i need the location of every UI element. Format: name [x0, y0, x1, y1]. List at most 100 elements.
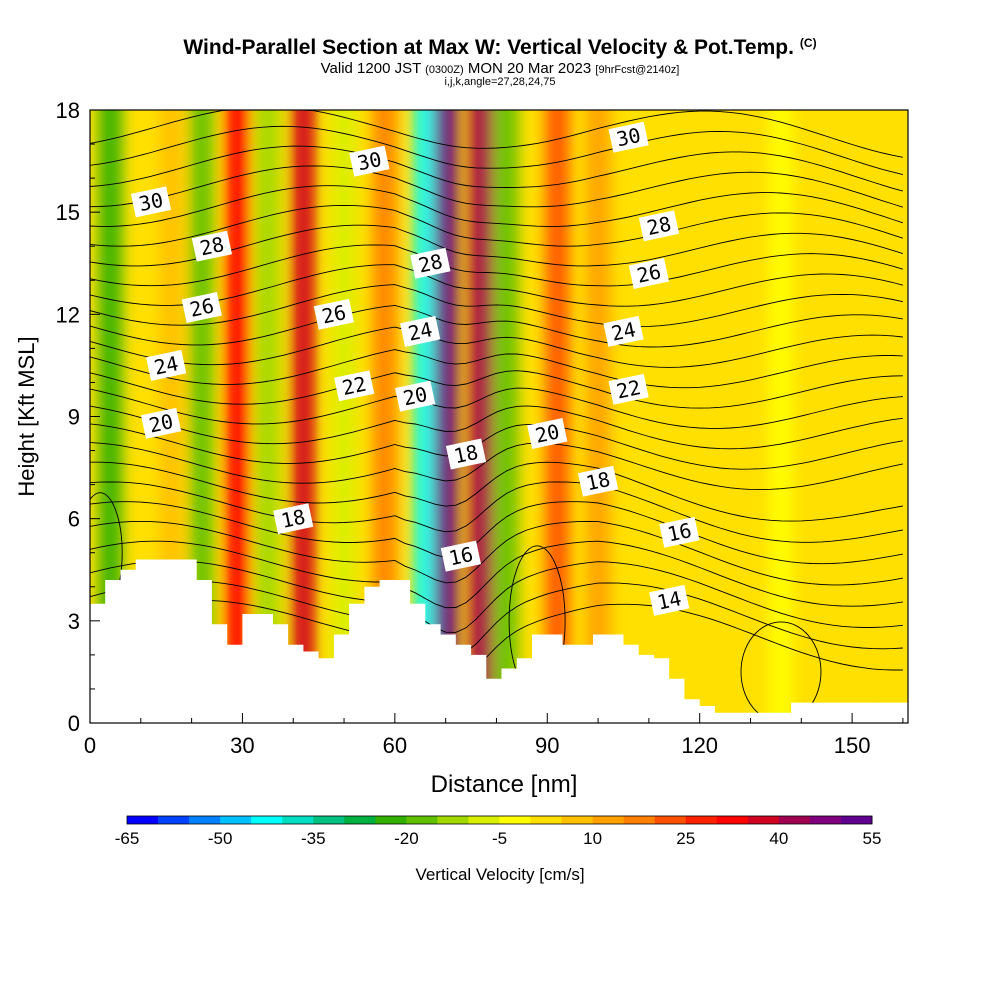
colorbar-swatch [499, 816, 532, 824]
contour-label-text: 24 [406, 317, 435, 345]
contour-label-text: 22 [340, 372, 369, 400]
colorbar-swatch [313, 816, 345, 824]
contour-label-box [527, 418, 568, 449]
contour-label: 28 [410, 247, 451, 279]
contour-label-text: 30 [137, 188, 166, 216]
x-tick-label: 0 [84, 733, 96, 758]
contour-label-box [638, 210, 680, 242]
contour-label: 14 [649, 584, 690, 616]
contour-label-text: 26 [188, 293, 217, 321]
contour-label: 30 [349, 145, 390, 177]
colorbar-swatch [189, 816, 221, 824]
colorbar-swatch [282, 816, 314, 824]
theta-contour-line [90, 442, 903, 491]
theta-contour-line [90, 185, 904, 227]
colorbar-swatch [654, 816, 687, 824]
theta-contour-line [90, 244, 904, 287]
theta-contour-line [90, 165, 904, 208]
contour-label: 16 [440, 540, 482, 572]
contour-label: 22 [334, 370, 375, 402]
chart-subtitle: Valid 1200 JST (0300Z) MON 20 Mar 2023 [… [320, 60, 680, 77]
contour-label-box [146, 349, 187, 381]
contour-label: 22 [608, 373, 649, 405]
contour-label-box [181, 292, 222, 323]
y-tick-label: 18 [56, 98, 80, 123]
contour-label-box [140, 407, 182, 439]
contour-label: 16 [659, 516, 700, 548]
contour-label-box [603, 315, 644, 347]
contour-label-box [445, 438, 487, 470]
contour-label-text: 20 [533, 419, 562, 447]
contour-label-box [628, 258, 670, 289]
velocity-column [469, 110, 494, 723]
colorbar-tick-label: 40 [769, 829, 788, 848]
contour-label: 20 [527, 418, 568, 449]
contour-label-box [400, 315, 441, 347]
contour-label: 20 [140, 407, 182, 439]
terrain-shape [90, 559, 908, 723]
colorbar: -65 -50 -35 -20 -5 10 25 40 55 Vertical Velocity … [115, 815, 882, 884]
contour-label-box [440, 540, 482, 572]
theta-contour-line [90, 326, 903, 368]
colorbar-swatch [592, 816, 625, 824]
chart-title: Wind-Parallel Section at Max W: Vertical… [183, 36, 817, 59]
colorbar-swatch [406, 816, 438, 824]
contour-label-box [649, 584, 690, 616]
colorbar-swatch [437, 816, 469, 824]
theta-contour-line [90, 520, 903, 586]
contour-label: 18 [273, 503, 314, 535]
terrain-mask [90, 559, 908, 723]
colorbar-label: Vertical Velocity [cm/s] [415, 865, 584, 884]
colorbar-tick-label: -5 [492, 829, 507, 848]
contour-label-text: 26 [635, 259, 664, 287]
contour-label: 30 [130, 186, 172, 218]
colorbar-tick-label: -50 [208, 829, 233, 848]
contour-label: 26 [628, 258, 670, 289]
contour-labels: 30 28 26 24 20 30 26 22 28 24 20 18 18 16 30 28 26 24 22 20… [130, 121, 700, 616]
contour-label: 20 [395, 380, 436, 412]
theta-contour-line [90, 501, 903, 565]
contour-label-text: 18 [279, 504, 308, 532]
colorbar-swatch [716, 816, 749, 824]
colorbar-swatch [344, 816, 376, 824]
contour-label-text: 14 [655, 586, 684, 614]
contour-label-text: 18 [452, 440, 481, 468]
contour-label-box [608, 121, 649, 153]
colorbar-swatch [623, 816, 656, 824]
contour-label-box [349, 145, 390, 177]
contour-label-text: 30 [355, 147, 384, 175]
contour-label-text: 24 [609, 317, 638, 345]
contour-label-text: 24 [152, 351, 181, 379]
colorbar-swatch [530, 816, 563, 824]
x-tick-label: 30 [230, 733, 254, 758]
contour-label: 18 [577, 465, 619, 497]
theta-contour-line [90, 405, 903, 450]
colorbar-tick-label: -20 [394, 829, 419, 848]
contour-label-box [577, 465, 619, 497]
velocity-column [768, 110, 793, 723]
x-tick-label: 150 [834, 733, 871, 758]
chart-params: i,j,k,angle=27,28,24,75 [444, 76, 556, 88]
colorbar-tick-label: -65 [115, 829, 140, 848]
colorbar-tick-label: 25 [676, 829, 695, 848]
colorbar-tick-label: 10 [583, 829, 602, 848]
contour-label-box [191, 230, 233, 262]
theta-contour-line [90, 204, 904, 247]
contour-label-text: 22 [614, 375, 643, 403]
contour-label: 28 [191, 230, 233, 262]
contour-label-box [395, 380, 436, 412]
colorbar-tick-label: 55 [863, 829, 882, 848]
velocity-column [586, 110, 611, 723]
contour-label-box [313, 298, 355, 330]
theta-contour-line [90, 370, 903, 409]
y-tick-label: 6 [68, 507, 80, 532]
velocity-column [652, 110, 677, 723]
contour-label-text: 28 [645, 212, 674, 240]
theta-contour-line [90, 540, 903, 609]
theta-contour-line [90, 125, 904, 176]
y-tick-label: 12 [56, 302, 80, 327]
contour-label-box [130, 186, 172, 218]
colorbar-swatch [375, 816, 407, 824]
colorbar-swatch [561, 816, 594, 824]
